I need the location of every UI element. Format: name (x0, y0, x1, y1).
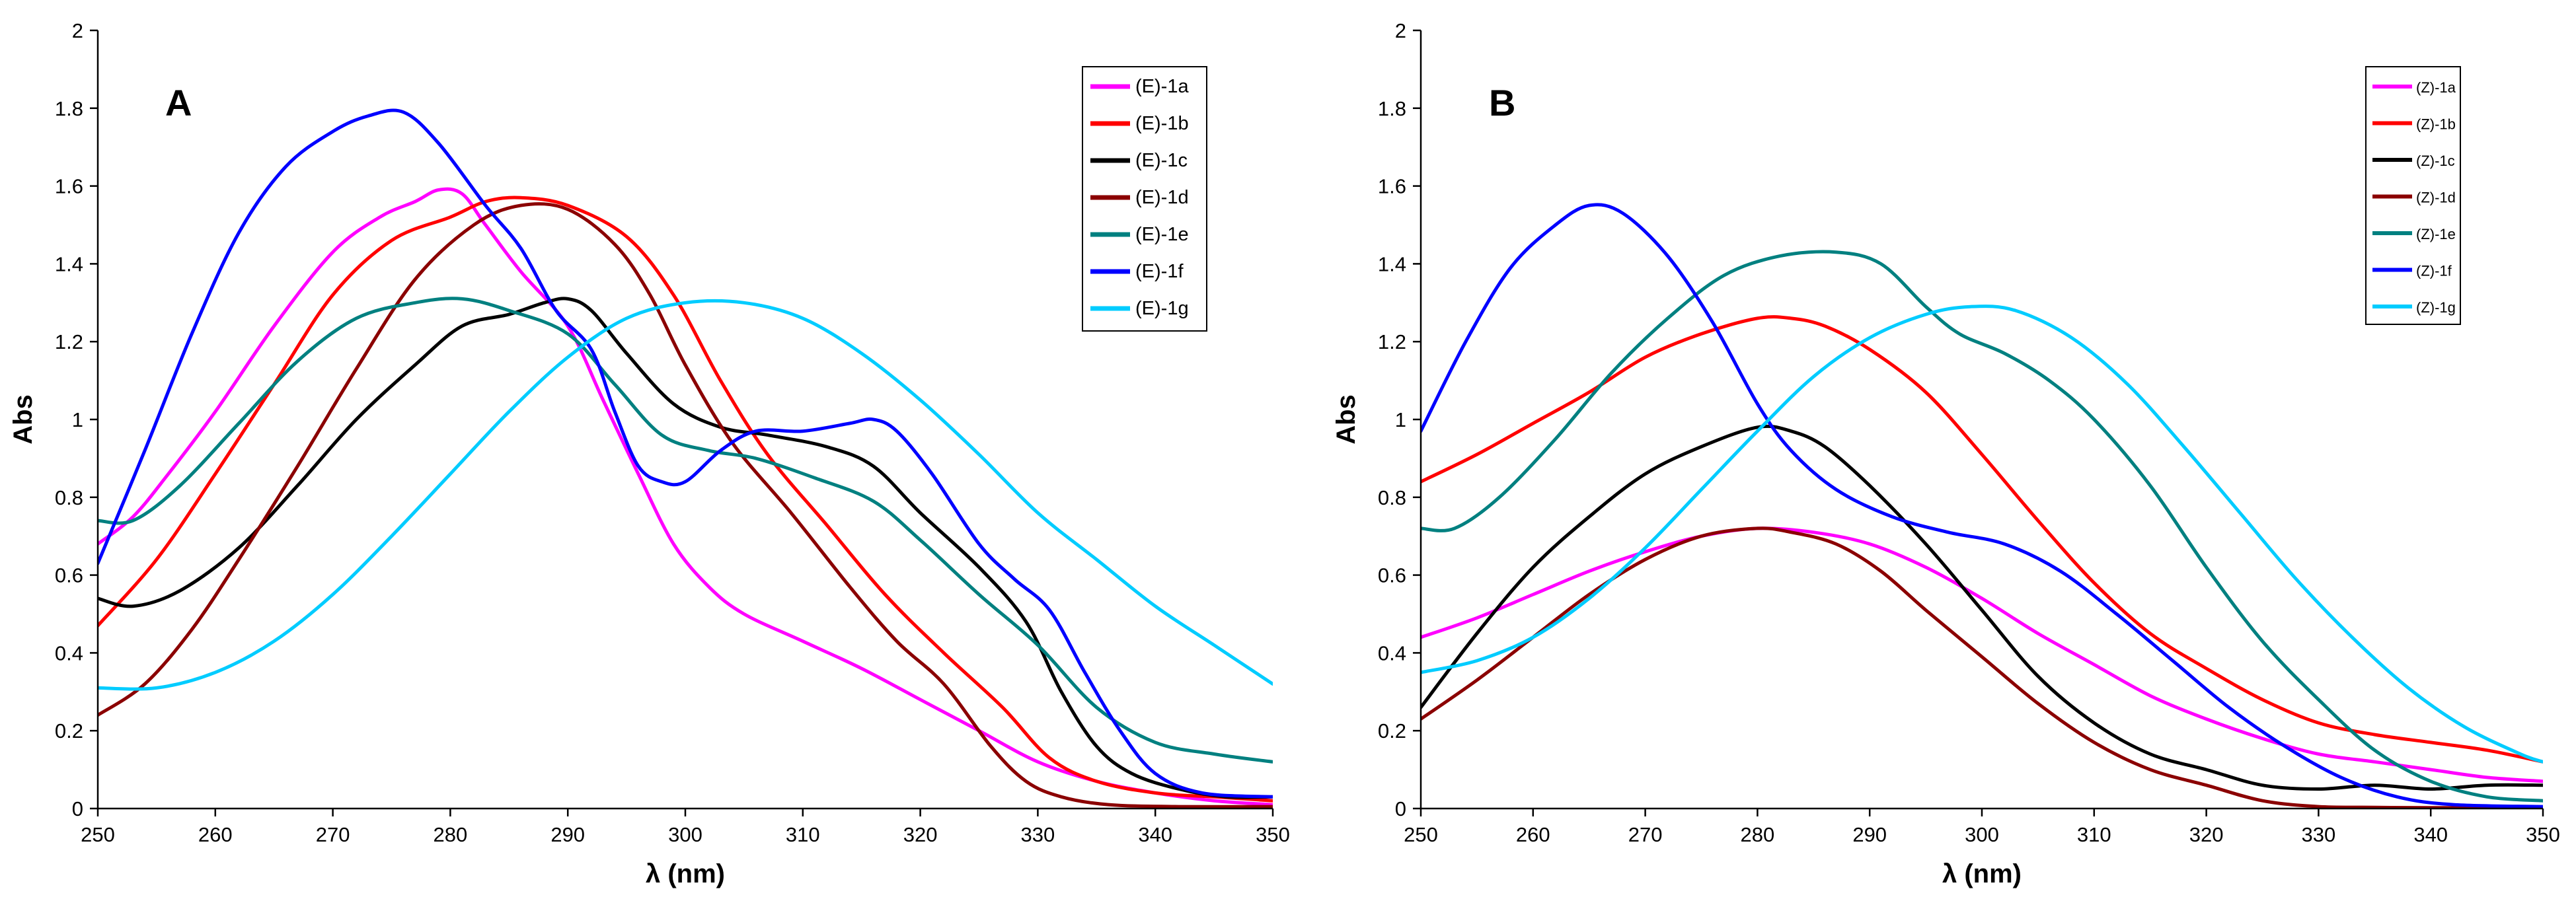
x-tick-label: 260 (198, 823, 233, 846)
legend-label: (Z)-1d (2416, 190, 2456, 206)
legend-label: (Z)-1g (2416, 299, 2456, 316)
series-group (98, 108, 1273, 809)
x-tick-label: 350 (2526, 823, 2560, 846)
y-tick-label: 2 (1395, 19, 1406, 42)
series-line-(E)-1f (98, 108, 1273, 799)
y-axis-title: Abs (9, 394, 38, 445)
y-tick-label: 0.4 (55, 641, 83, 665)
x-tick-label: 300 (668, 823, 702, 846)
legend: (Z)-1a (Z)-1b (Z)-1c (Z)-1d (Z)-1e (Z)-1f (Z)-… (2365, 66, 2461, 325)
y-tick-label: 0 (72, 797, 83, 820)
series-line-(Z)-1f (1421, 203, 2543, 809)
y-tick-label: 0.6 (1378, 564, 1406, 587)
y-tick-label: 1.6 (1378, 175, 1406, 198)
legend-label: (E)-1b (1135, 113, 1189, 134)
x-tick-label: 270 (316, 823, 350, 846)
y-tick-label: 0.8 (1378, 486, 1406, 509)
series-group (1421, 203, 2543, 809)
y-tick-label: 2 (72, 19, 83, 42)
legend: (E)-1a (E)-1b (E)-1c (E)-1d (E)-1e (E)-1f (E)-… (1082, 66, 1207, 332)
y-tick-label: 1.4 (1378, 252, 1406, 275)
x-tick-label: 270 (1628, 823, 1663, 846)
y-tick-label: 1 (72, 408, 83, 431)
x-tick-label: 330 (2302, 823, 2336, 846)
y-tick-label: 1.8 (55, 97, 83, 120)
y-tick-label: 1.2 (1378, 330, 1406, 353)
x-tick-label: 290 (1852, 823, 1887, 846)
legend-label: (Z)-1f (2416, 263, 2452, 279)
legend-label: (Z)-1e (2416, 226, 2456, 242)
series-line-(Z)-1b (1421, 315, 2543, 764)
x-tick-label: 350 (1256, 823, 1290, 846)
x-tick-label: 310 (786, 823, 820, 846)
series-line-(E)-1a (98, 187, 1273, 807)
series-line-(Z)-1g (1421, 305, 2543, 764)
y-tick-label: 0.2 (1378, 719, 1406, 742)
legend-label: (E)-1a (1135, 76, 1189, 97)
x-tick-label: 320 (903, 823, 938, 846)
series-line-(Z)-1c (1421, 424, 2543, 791)
legend-label: (E)-1g (1135, 298, 1189, 319)
y-axis-title: Abs (1332, 394, 1361, 445)
y-tick-label: 0.8 (55, 486, 83, 509)
x-axis-title: λ (nm) (646, 859, 725, 888)
chart-panel-a: 0 0.2 0.4 0.6 0.8 1 1.2 1.4 1.6 1.8 2 250 260 270 280 2… (9, 19, 1290, 888)
series-line-(Z)-1d (1421, 526, 2543, 809)
x-tick-label: 250 (1404, 823, 1438, 846)
series-line-(E)-1b (98, 196, 1273, 803)
x-tick-label: 250 (81, 823, 115, 846)
x-tick-label: 300 (1965, 823, 1999, 846)
legend-label: (E)-1e (1135, 224, 1189, 245)
legend-label: (Z)-1b (2416, 116, 2456, 133)
y-tick-label: 0 (1395, 797, 1406, 820)
y-tick-label: 1.2 (55, 330, 83, 353)
y-tick-label: 1.4 (55, 252, 83, 275)
y-tick-label: 0.6 (55, 564, 83, 587)
chart-panel-b: 0 0.2 0.4 0.6 0.8 1 1.2 1.4 1.6 1.8 2 250 260 270 280 2… (1332, 19, 2560, 888)
x-tick-label: 310 (2077, 823, 2111, 846)
legend-label: (E)-1d (1135, 187, 1189, 208)
series-line-(Z)-1a (1421, 526, 2543, 783)
y-tick-label: 1.6 (55, 175, 83, 198)
x-tick-label: 290 (550, 823, 585, 846)
legend-label: (E)-1c (1135, 150, 1188, 171)
x-tick-label: 340 (2413, 823, 2448, 846)
series-line-(E)-1g (98, 299, 1273, 691)
x-axis-title: λ (nm) (1942, 859, 2022, 888)
series-line-(Z)-1e (1421, 250, 2543, 803)
legend-label: (Z)-1a (2416, 79, 2456, 96)
x-tick-label: 330 (1021, 823, 1055, 846)
y-tick-label: 0.4 (1378, 641, 1406, 665)
x-tick-label: 320 (2189, 823, 2224, 846)
panel-label: A (165, 82, 192, 124)
series-line-(E)-1e (98, 297, 1273, 764)
x-tick-label: 260 (1516, 823, 1550, 846)
panel-label: B (1489, 82, 1515, 124)
x-tick-label: 340 (1138, 823, 1172, 846)
y-tick-label: 1 (1395, 408, 1406, 431)
x-tick-label: 280 (1741, 823, 1775, 846)
legend-label: (Z)-1c (2416, 153, 2455, 169)
x-tick-label: 280 (434, 823, 468, 846)
legend-label: (E)-1f (1135, 261, 1184, 282)
y-tick-label: 1.8 (1378, 97, 1406, 120)
y-tick-label: 0.2 (55, 719, 83, 742)
series-line-(E)-1c (98, 297, 1273, 799)
